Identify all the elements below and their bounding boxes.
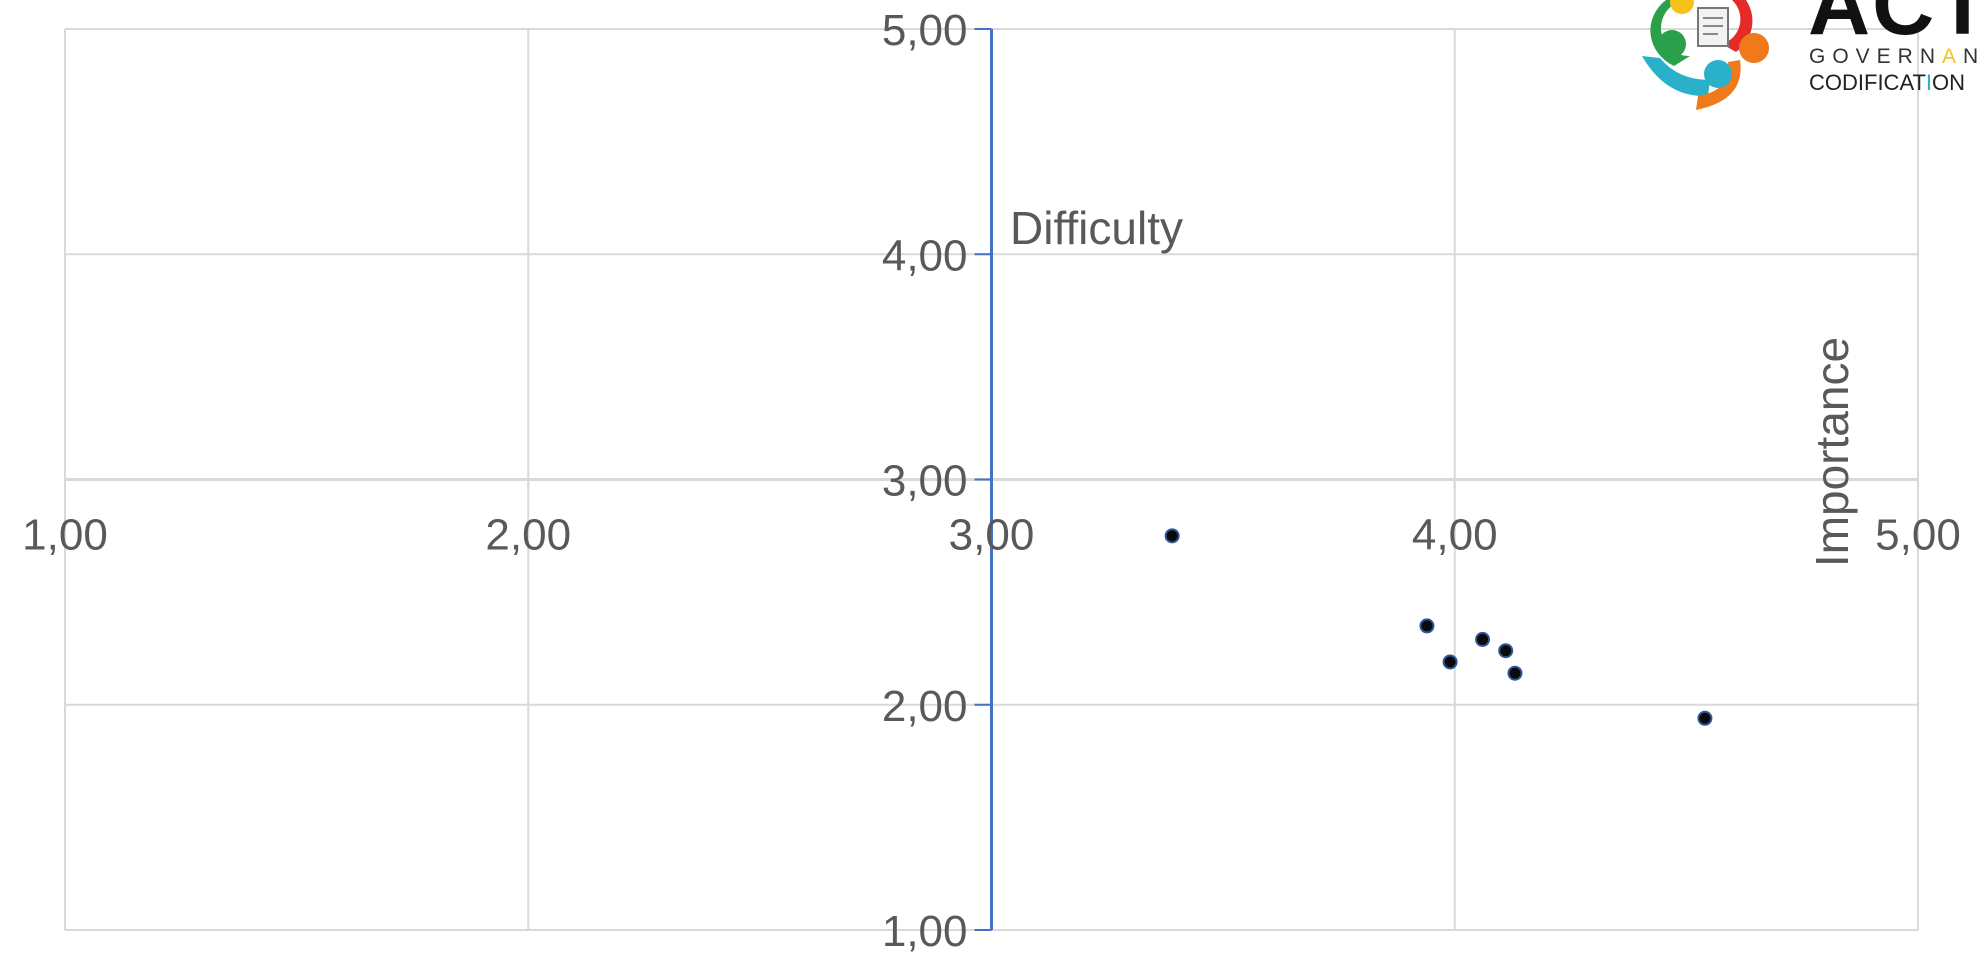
data-point (1507, 665, 1523, 681)
y-tick-labels: 1,00 2,00 3,00 4,00 5,00 (882, 6, 968, 956)
data-point (1498, 643, 1514, 659)
x-tick-label: 4,00 (1412, 511, 1498, 560)
y-tick-label: 5,00 (882, 6, 968, 55)
logo-emblem-icon (1642, 0, 1769, 110)
x-tick-label: 2,00 (485, 511, 571, 560)
y-tick-label: 3,00 (882, 457, 968, 506)
data-point (1442, 654, 1458, 670)
y-axis-title: Difficulty (1010, 202, 1183, 254)
data-point (1419, 618, 1435, 634)
logo-line-3: CODIFICATION (1809, 70, 1966, 95)
x-tick-label: 5,00 (1875, 511, 1961, 560)
x-tick-labels: 1,00 2,00 3,00 4,00 5,00 (22, 511, 1961, 560)
data-point (1697, 710, 1713, 726)
x-tick-label: 1,00 (22, 511, 108, 560)
data-points (1164, 528, 1713, 726)
data-point (1164, 528, 1180, 544)
logo-brand-text: ACT (1808, 0, 1977, 53)
chart-axes (64, 28, 1919, 931)
x-axis-title: Importance (1806, 337, 1858, 567)
logo-line-2: GOVERNAN (1809, 45, 1977, 68)
y-tick-label: 2,00 (882, 682, 968, 731)
y-tick-label: 4,00 (882, 231, 968, 280)
y-tick-label: 1,00 (882, 907, 968, 956)
data-point (1475, 631, 1491, 647)
act-logo: ACT GOVERNAN CODIFICATION (1636, 0, 1977, 120)
x-tick-label: 3,00 (949, 511, 1035, 560)
